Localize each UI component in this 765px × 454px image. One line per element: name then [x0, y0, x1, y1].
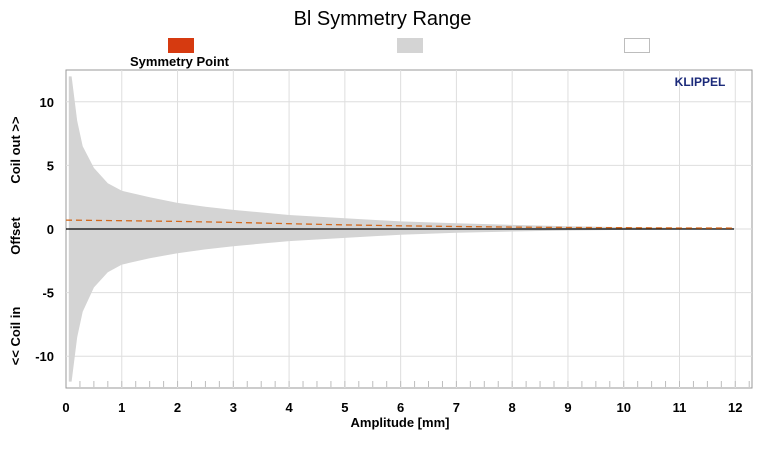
y-axis-label-coil-out: Coil out >>: [8, 116, 23, 184]
x-tick-label-8: 8: [509, 400, 516, 415]
y-axis-label-coil-in: << Coil in: [8, 307, 23, 366]
symmetry-point-line: [65, 219, 736, 229]
x-tick-label-0: 0: [62, 400, 69, 415]
x-tick-label-9: 9: [564, 400, 571, 415]
y-tick-label--10: -10: [35, 349, 54, 364]
x-tick-label-11: 11: [673, 400, 687, 415]
legend-swatch-range: [397, 38, 423, 53]
y-tick-label-0: 0: [47, 222, 54, 237]
y-tick-label--5: -5: [42, 286, 54, 301]
x-tick-label-5: 5: [341, 400, 348, 415]
x-tick-label-1: 1: [118, 400, 125, 415]
x-tick-label-10: 10: [616, 400, 630, 415]
x-tick-label-6: 6: [397, 400, 404, 415]
legend-swatch-symmetry-point: [168, 38, 194, 53]
series-lines: [65, 219, 736, 230]
x-tick-label-3: 3: [230, 400, 237, 415]
y-axis-label-offset: Offset: [8, 217, 23, 255]
x-tick-label-12: 12: [728, 400, 742, 415]
legend-swatch-empty: [624, 38, 650, 53]
x-tick-label-7: 7: [453, 400, 460, 415]
x-tick-label-2: 2: [174, 400, 181, 415]
chart-title: Bl Symmetry Range: [293, 8, 472, 30]
x-tick-label-4: 4: [285, 400, 293, 415]
y-tick-label-10: 10: [40, 95, 54, 110]
brand-label: KLIPPEL: [675, 75, 726, 89]
y-tick-label-5: 5: [47, 158, 54, 173]
x-axis-label: Amplitude [mm]: [351, 415, 450, 430]
legend-label-symmetry-point: Symmetry Point: [130, 54, 229, 69]
